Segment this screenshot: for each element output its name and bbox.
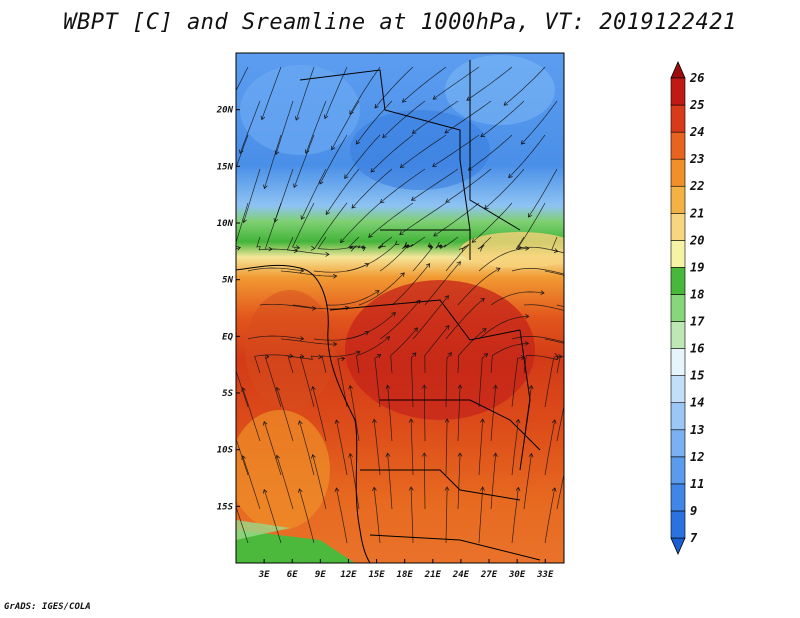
colorbar-segment: [670, 456, 686, 485]
colorbar-segment: [670, 402, 686, 431]
colorbar-segment: [670, 104, 686, 133]
lon-tick-label: 21E: [424, 570, 442, 580]
longitude-axis: 3E 6E 9E 12E 15E 18E 21E 24E 27E 30E 33E: [258, 559, 554, 580]
lat-tick-label: 5N: [222, 276, 233, 286]
lat-tick-label: 20N: [216, 106, 234, 116]
colorbar-segment: [670, 375, 686, 404]
lon-tick-label: 12E: [340, 570, 357, 580]
colorbar-segment: [670, 429, 686, 458]
colorbar-label: 12: [690, 450, 704, 464]
colorbar-segment: [670, 294, 686, 322]
colorbar-label: 16: [690, 342, 704, 356]
colorbar-label: 26: [689, 71, 704, 85]
chart-title: WBPT [C] and Sreamline at 1000hPa, VT: 2…: [63, 10, 737, 35]
colorbar-label: 22: [689, 179, 704, 193]
lon-tick-label: 6E: [287, 570, 298, 580]
colorbar-label: 20: [689, 233, 704, 247]
lon-tick-label: 3E: [258, 570, 270, 580]
lat-tick-label: 15N: [217, 162, 234, 172]
colorbar-segment: [670, 212, 686, 241]
colorbar-label: 11: [690, 477, 704, 491]
map-frame: [235, 52, 565, 564]
colorbar-label: 17: [690, 315, 705, 329]
colorbar-label: 7: [690, 531, 698, 545]
colorbar-label: 14: [690, 396, 704, 410]
colorbar-segment: [670, 510, 686, 539]
colorbar-label: 19: [690, 260, 704, 274]
credit-text: GrADS: IGES/COLA: [4, 602, 91, 612]
colorbar-bottom-arrow: [670, 537, 686, 555]
lat-tick-label: 10S: [217, 446, 234, 456]
lon-tick-label: 30E: [508, 570, 526, 580]
streamlines: [236, 66, 564, 544]
colorbar-label: 24: [689, 125, 704, 139]
colorbar-segment: [670, 77, 686, 106]
colorbar-top-arrow: [670, 61, 686, 79]
lat-tick-label: 5S: [222, 389, 233, 399]
colorbar-label: 13: [690, 423, 704, 437]
lat-tick-label: EQ: [222, 332, 233, 342]
colorbar-segment: [670, 321, 686, 349]
colorbar-segment: [670, 348, 686, 376]
coastlines-borders: [236, 60, 541, 563]
lon-tick-label: 33E: [536, 570, 554, 580]
colorbar-segment: [670, 483, 686, 512]
lat-tick-label: 15S: [217, 502, 234, 512]
colorbar-segment: [670, 267, 686, 295]
colorbar: 7 9 11 12 13 14 15 16 17 18 19 20 21 22 23 24 25 26: [670, 61, 705, 555]
colorbar-label: 18: [690, 287, 704, 301]
colorbar-label: 21: [689, 206, 704, 220]
lon-tick-label: 15E: [368, 570, 385, 580]
lon-tick-label: 27E: [480, 570, 498, 580]
lon-tick-label: 18E: [397, 570, 414, 580]
lon-tick-label: 9E: [315, 570, 326, 580]
lat-tick-label: 10N: [217, 219, 234, 229]
colorbar-segment: [670, 185, 686, 214]
colorbar-label: 9: [690, 504, 697, 518]
colorbar-label: 23: [689, 152, 704, 166]
colorbar-label: 25: [689, 98, 704, 112]
colorbar-segment: [670, 240, 686, 268]
wbpt-field: [236, 53, 564, 563]
colorbar-label: 15: [690, 369, 704, 383]
colorbar-segment: [670, 158, 686, 187]
colorbar-segment: [670, 131, 686, 160]
lon-tick-label: 24E: [452, 570, 470, 580]
latitude-axis: 20N 15N 10N 5N EQ 5S 10S 15S: [216, 106, 240, 512]
